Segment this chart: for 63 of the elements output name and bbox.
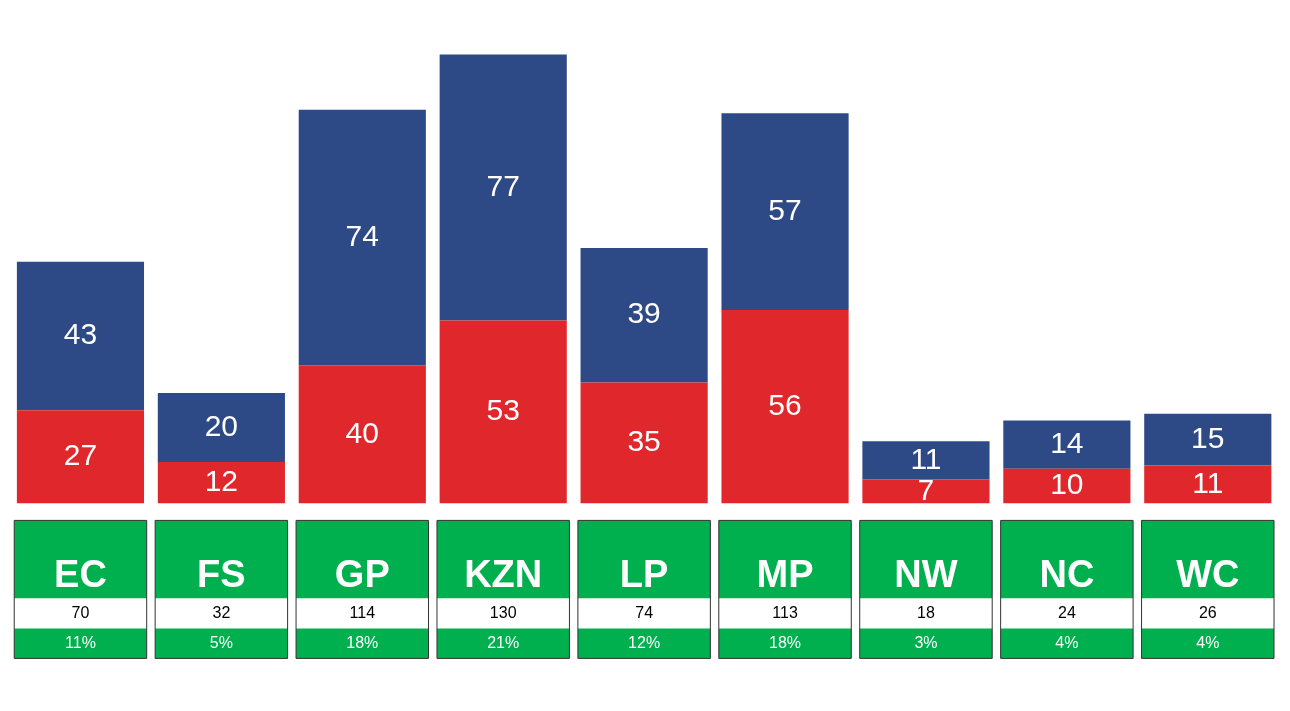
data-label: 43 [63,317,98,351]
text: 5% [209,633,233,651]
text: 4% [1196,633,1220,651]
bar [298,365,426,504]
data-label: 57 [768,192,802,226]
text: 18% [346,633,379,651]
x-tick-label: MP [756,552,814,595]
bar [1003,468,1131,504]
text: 113 [772,603,798,621]
data-label: 10 [1050,467,1084,501]
text: 3% [914,633,938,651]
text: 70 [71,603,90,621]
data-label: 77 [486,168,520,202]
bar [1144,465,1272,504]
text: 24 [1057,603,1076,621]
text: 21% [487,633,520,651]
data-label: 15 [1191,420,1225,454]
bar [721,113,849,311]
bar [16,410,145,504]
x-tick-label: NC [1039,552,1095,595]
text: 18 [917,603,935,621]
data-label: 20 [204,408,239,442]
data-label: 56 [768,387,802,421]
bar [298,109,426,366]
bar [580,247,708,383]
x-tick-label: WC [1176,552,1240,595]
text: 26 [1198,603,1217,621]
x-tick-label: FS [197,552,246,595]
data-label: 74 [345,218,379,252]
data-label: 14 [1050,425,1084,459]
x-tick-label: NW [894,552,958,595]
bar [580,382,708,504]
text: 12% [628,633,661,651]
text: 32 [212,603,231,621]
data-label: 27 [63,438,98,472]
bar [439,54,567,321]
x-tick-label: KZN [464,552,543,595]
bar [157,392,285,462]
bar [16,261,145,411]
data-label: 12 [204,463,239,497]
text: 4% [1055,633,1079,651]
data-label: 7 [917,472,935,506]
text: 130 [489,603,517,621]
text: 74 [635,603,654,621]
data-label: 11 [910,441,942,475]
bar [721,310,849,504]
bar [1144,413,1272,466]
data-label: 40 [345,415,379,449]
bar [1003,420,1131,469]
data-label: 11 [1192,465,1224,499]
data-label: 53 [486,393,520,427]
text: 11% [65,633,96,651]
data-label: 35 [627,424,661,458]
x-tick-label: EC [54,552,107,595]
text: 114 [349,603,376,621]
text: 18% [769,633,802,651]
bar [157,461,285,504]
bar [862,479,990,504]
bar [862,441,990,480]
bar [439,320,567,504]
data-label: 39 [627,296,661,330]
x-tick-label: GP [334,552,390,595]
x-tick-label: LP [619,552,669,595]
